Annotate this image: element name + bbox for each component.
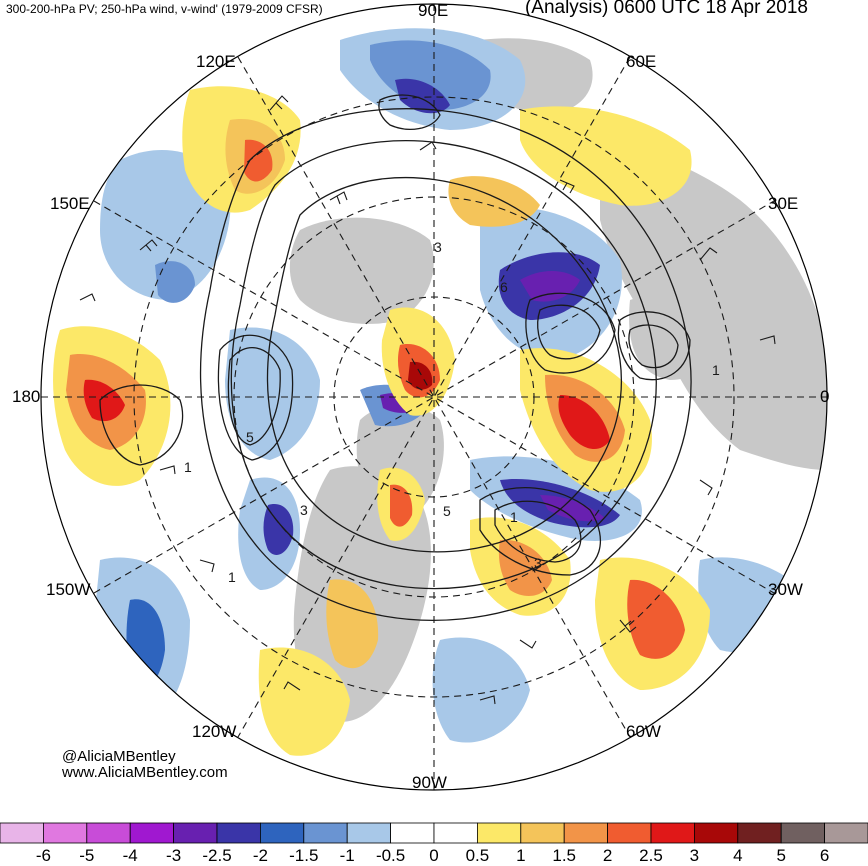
land-europe-asia [600, 140, 827, 470]
pv-negative-area [432, 637, 530, 743]
colorbar-tick-label: -2 [252, 846, 268, 865]
contour-label: 5 [443, 503, 451, 519]
colorbar-swatch [216, 822, 261, 844]
colorbar-tick-label: 4 [733, 846, 743, 865]
lon-label-120e: 120E [196, 52, 236, 71]
colorbar-swatch [129, 822, 174, 844]
colorbar-tick-label: 1.5 [552, 846, 577, 865]
graticule [41, 4, 827, 790]
lon-label-150e: 150E [50, 194, 90, 213]
colorbar-tick-label: 3 [689, 846, 700, 865]
colorbar-swatch [390, 822, 435, 844]
contour-label: 1 [510, 509, 518, 525]
wind-barbs [79, 95, 776, 705]
lon-label-120w: 120W [192, 722, 237, 741]
colorbar-tick-label: -0.5 [375, 846, 406, 865]
colorbar-swatch [563, 822, 609, 844]
colorbar-swatch [303, 822, 348, 844]
pv-positive-area [326, 579, 379, 669]
credit-handle: @AliciaMBentley [62, 748, 176, 765]
pv-positive-area [448, 176, 540, 227]
contour-label: 3 [434, 239, 442, 255]
colorbar-swatch [737, 822, 782, 844]
colorbar-tick-label: -3 [166, 846, 182, 865]
colorbar-swatch [607, 822, 652, 844]
colorbar-swatch [0, 822, 44, 844]
lon-label-0: 0 [820, 387, 830, 406]
lon-label-60w: 60W [626, 722, 661, 741]
colorbar-tick-label: 2.5 [639, 846, 663, 865]
colorbar-swatch [43, 822, 88, 844]
colorbar-tick-label: -1 [339, 846, 355, 865]
pv-positive-area [558, 395, 610, 450]
figure-header-right: (Analysis) 0600 UTC 18 Apr 2018 [524, 0, 808, 18]
colorbar-tick-label: 0 [429, 846, 439, 865]
land-siberia [289, 217, 434, 324]
lon-label-30e: 30E [768, 194, 799, 213]
contour-label: 1 [712, 362, 720, 378]
colorbar-tick-label: -2.5 [202, 846, 232, 865]
colorbar-swatch [346, 822, 392, 844]
lon-label-180: 180 [12, 387, 41, 406]
colorbar-tick-label: -6 [35, 846, 51, 865]
lon-label-150w: 150W [46, 580, 91, 599]
contour-label: 6 [500, 279, 508, 295]
pv-negative-area [155, 261, 195, 303]
colorbar-swatch [694, 822, 739, 844]
map-disk: 3 6 1 5 5 3 1 1 1 3 [41, 4, 827, 790]
height-contours [99, 94, 692, 622]
lon-label-30w: 30W [768, 580, 803, 599]
colorbar-tick-label: -5 [79, 846, 95, 865]
colorbar-tick-label: 2 [602, 846, 613, 865]
lon-label-60e: 60E [626, 52, 657, 71]
pv-negative-area [395, 78, 450, 114]
figure-header-left: 300-200-hPa PV; 250-hPa wind, v-wind' (1… [6, 2, 323, 16]
colorbar-swatch [824, 822, 868, 844]
pv-negative-area [540, 495, 605, 522]
colorbar-swatch [780, 822, 826, 844]
polar-stereographic-map: 3 6 1 5 5 3 1 1 1 3 [40, 3, 828, 791]
colorbar-tick-label: -4 [122, 846, 138, 865]
colorbar-tick-label: -1.5 [289, 846, 319, 865]
map-border [40, 3, 828, 791]
colorbar-swatch [650, 822, 695, 844]
colorbar-tick-label: 1 [516, 846, 526, 865]
contour-label: 5 [246, 429, 254, 445]
contour-label: 3 [300, 502, 308, 518]
pv-negative-area [263, 504, 294, 555]
pv-positive-area [83, 379, 125, 422]
contour-labels: 3 6 1 5 5 3 1 1 1 3 [184, 239, 720, 585]
pv-positive-area [258, 647, 350, 756]
credit-website: www.AliciaMBentley.com [62, 764, 228, 781]
colorbar-swatch [476, 822, 522, 844]
colorbar-swatch [520, 822, 565, 844]
colorbar-tick-label: 6 [819, 846, 830, 865]
contour-label: 3 [534, 555, 542, 571]
pv-negative-area [225, 327, 320, 460]
lon-label-90e: 90E [418, 1, 449, 20]
contour-label: 1 [184, 459, 192, 475]
pv-positive-area [627, 579, 685, 659]
pv-positive-area [244, 139, 273, 182]
colorbar-swatch [433, 822, 478, 844]
colorbar [0, 822, 868, 844]
colorbar-tick-label: 0.5 [465, 846, 490, 865]
colorbar-swatch [259, 822, 305, 844]
contour-label: 1 [228, 569, 236, 585]
colorbar-swatch [173, 822, 218, 844]
pv-negative-area [698, 557, 810, 653]
lon-label-90w: 90W [412, 773, 447, 792]
pv-positive-area [390, 484, 413, 527]
colorbar-swatch [86, 822, 131, 844]
colorbar-tick-label: 5 [776, 846, 786, 865]
pv-positive-area [498, 539, 552, 596]
